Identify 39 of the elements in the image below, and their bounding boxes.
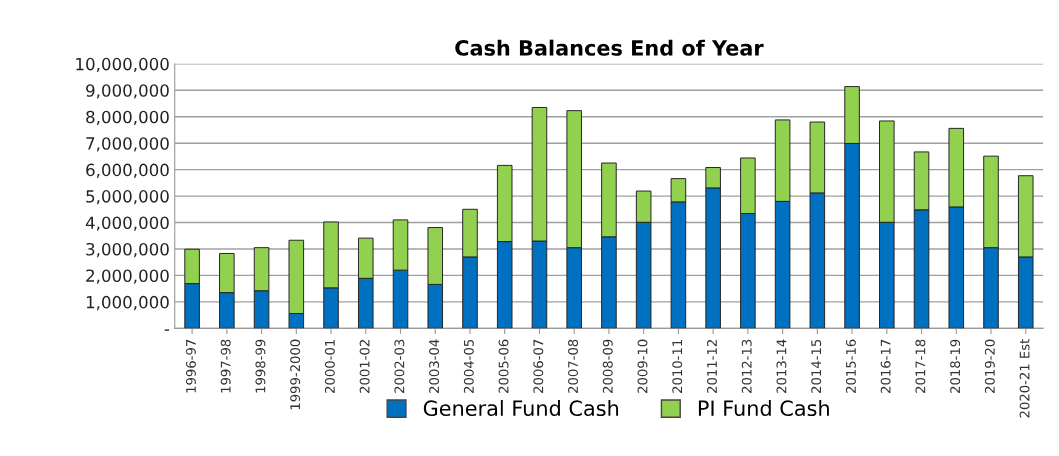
x-tick-label: 1996-97: [185, 339, 196, 393]
x-tick-label: 2008-09: [602, 339, 613, 393]
y-tick-label: 5,000,000: [86, 190, 169, 205]
y-tick-label: -: [164, 329, 170, 331]
x-tick-label: 1999-2000: [290, 339, 301, 410]
x-tick-label: 2018-19: [950, 339, 961, 393]
x-tick-label: 2016-17: [880, 339, 891, 393]
x-tick-label: 2013-14: [776, 339, 787, 393]
y-tick-label: 6,000,000: [86, 163, 169, 178]
x-tick-label: 2012-13: [741, 339, 752, 393]
x-tick-label: 2014-15: [811, 339, 822, 393]
y-tick-label: 3,000,000: [86, 242, 169, 258]
y-tick-label: 10,000,000: [76, 57, 169, 73]
x-tick-label: 2007-08: [568, 339, 579, 393]
y-tick-label: 1,000,000: [86, 295, 169, 311]
x-tick-label: 2010-11: [672, 339, 683, 393]
x-tick-label: 2011-12: [706, 340, 717, 393]
x-tick-label: 2002-03: [394, 339, 405, 393]
legend-label: General Fund Cash: [423, 399, 619, 417]
x-tick-label: 2003-04: [429, 339, 440, 393]
x-tick-label: 2001-02: [359, 340, 370, 393]
x-tick-label: 2017-18: [915, 339, 926, 393]
x-tick-label: 2000-01: [324, 339, 335, 393]
x-tick-label: 1998-99: [255, 339, 266, 393]
y-tick-label: 7,000,000: [86, 137, 169, 152]
x-tick-label: 2004-05: [463, 339, 474, 393]
x-tick-label: 2015-16: [845, 339, 856, 393]
legend-label: PI Fund Cash: [698, 399, 829, 417]
x-tick-label: 2019-20: [984, 339, 995, 393]
x-tick-label: 1997-98: [220, 339, 231, 393]
x-tick-label: 2009-10: [637, 339, 648, 393]
y-tick-label: 8,000,000: [86, 110, 169, 126]
x-tick-label: 2005-06: [498, 339, 509, 393]
x-tick-label: 2020-21 Est: [1019, 339, 1030, 418]
y-tick-label: 2,000,000: [86, 269, 169, 284]
x-tick-label: 2006-07: [533, 339, 544, 393]
chart-title: Cash Balances End of Year: [455, 39, 764, 56]
y-tick-label: 9,000,000: [86, 84, 169, 99]
y-tick-label: 4,000,000: [85, 216, 169, 231]
